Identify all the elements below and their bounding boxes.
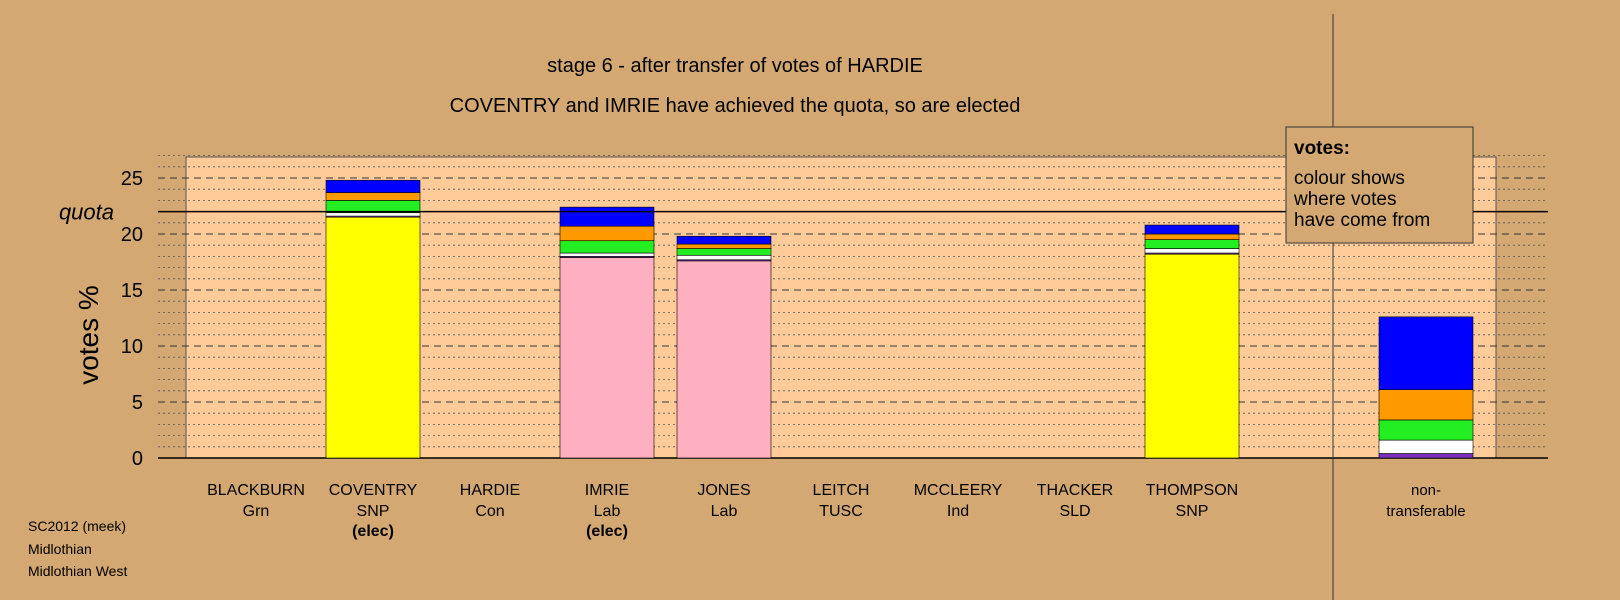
plot-area: 0 5 10 15 20 25 BLACKBURN Grn COVENTRY SNP (elec) H…: [59, 14, 1548, 600]
x-tick-label-party: Lab: [594, 503, 621, 520]
bar-nontransferable-segment: [1378, 439, 1474, 454]
bar-jones-segment: [676, 260, 772, 459]
bar-nontransferable-segment: [1378, 419, 1474, 441]
bar-nontransferable-segment: [1378, 316, 1474, 390]
bar-coventry-segment: [325, 179, 421, 193]
bar-coventry-segment: [325, 192, 421, 201]
bar-jones-segment: [676, 248, 772, 256]
x-tick-label-name: THOMPSON: [1146, 482, 1238, 499]
legend-box: [1285, 126, 1474, 244]
bar-thompson-segment: [1144, 253, 1240, 459]
x-tick-label-name: THACKER: [1037, 482, 1113, 499]
y-tick-label: 5: [132, 392, 143, 414]
x-tick-label-name: MCCLEERY: [914, 482, 1003, 499]
bar-jones-segment: [676, 235, 772, 245]
x-tick-label-name: IMRIE: [585, 482, 629, 499]
x-tick-label-party: Ind: [947, 503, 969, 520]
bar-coventry-segment: [325, 212, 421, 217]
bar-imrie-segment: [559, 257, 655, 459]
footer-ward: Midlothian West: [28, 563, 128, 579]
legend-line: have come from: [1294, 210, 1430, 231]
x-tick-label-name: LEITCH: [813, 482, 870, 499]
x-tick-label-name: COVENTRY: [329, 482, 418, 499]
x-tick-label-party: SNP: [1176, 503, 1209, 520]
bar-imrie-segment: [559, 252, 655, 257]
bar-imrie-segment: [559, 225, 655, 242]
chart-subtitle: COVENTRY and IMRIE have achieved the quo…: [450, 95, 1021, 117]
bar-jones-segment: [676, 243, 772, 249]
legend-title: votes:: [1294, 138, 1350, 159]
bar-jones-segment: [676, 254, 772, 261]
bar-thompson-segment: [1144, 248, 1240, 254]
bar-coventry-segment: [325, 216, 421, 459]
x-tick-label-party: Lab: [711, 503, 738, 520]
bar-imrie-segment: [559, 240, 655, 254]
legend-line: colour shows: [1294, 168, 1405, 189]
quota-label: quota: [59, 200, 114, 225]
x-tick-label-party: Grn: [243, 503, 270, 520]
x-tick-label-name: BLACKBURN: [207, 482, 305, 499]
bar-imrie-segment: [559, 206, 655, 227]
x-tick-label-party: Con: [475, 503, 504, 520]
y-tick-label: 10: [121, 336, 143, 358]
footer-source: SC2012 (meek): [28, 518, 127, 534]
x-tick-label-name: JONES: [697, 482, 750, 499]
legend-line: where votes: [1293, 189, 1396, 210]
bar-thompson-segment: [1144, 224, 1240, 235]
x-tick-label-party: SLD: [1059, 503, 1090, 520]
x-tick-label-party: SNP: [357, 503, 390, 520]
y-tick-label: 20: [121, 224, 143, 246]
y-tick-label: 0: [132, 448, 143, 470]
bar-thompson-segment: [1144, 233, 1240, 240]
elected-note: (elec): [586, 523, 628, 540]
nontransferable-label: non-: [1411, 482, 1441, 499]
bar-nontransferable-segment: [1378, 453, 1474, 459]
y-axis-label: votes %: [73, 285, 104, 385]
x-tick-label-name: HARDIE: [460, 482, 520, 499]
chart-title: stage 6 - after transfer of votes of HAR…: [547, 55, 923, 77]
nontransferable-label: transferable: [1386, 503, 1465, 520]
footer-council: Midlothian: [28, 541, 92, 557]
y-tick-label: 15: [121, 280, 143, 302]
y-tick-label: 25: [121, 168, 143, 190]
bar-thompson-segment: [1144, 239, 1240, 249]
x-tick-label-party: TUSC: [819, 503, 863, 520]
bar-nontransferable-segment: [1378, 389, 1474, 421]
elected-note: (elec): [352, 523, 394, 540]
